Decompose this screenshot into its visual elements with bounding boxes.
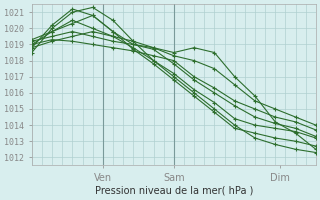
X-axis label: Pression niveau de la mer( hPa ): Pression niveau de la mer( hPa ): [95, 186, 253, 196]
